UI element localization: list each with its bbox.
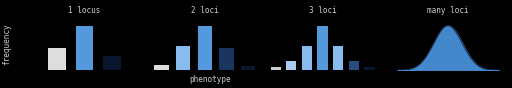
- Bar: [365, 67, 375, 70]
- Bar: [317, 26, 328, 70]
- Text: 2 loci: 2 loci: [191, 6, 219, 15]
- Bar: [270, 67, 281, 70]
- Bar: [333, 46, 343, 70]
- Bar: [103, 56, 120, 70]
- Bar: [198, 26, 212, 70]
- Bar: [302, 46, 312, 70]
- Text: frequency: frequency: [3, 23, 12, 65]
- Text: 3 loci: 3 loci: [309, 6, 336, 15]
- Text: many loci: many loci: [427, 6, 469, 15]
- Bar: [49, 48, 66, 70]
- Bar: [176, 46, 190, 70]
- Text: 1 locus: 1 locus: [68, 6, 101, 15]
- Text: phenotype: phenotype: [189, 76, 231, 84]
- Bar: [286, 61, 296, 70]
- Bar: [220, 48, 233, 70]
- Bar: [155, 65, 168, 70]
- Bar: [76, 26, 93, 70]
- Bar: [349, 61, 359, 70]
- Bar: [241, 66, 255, 70]
